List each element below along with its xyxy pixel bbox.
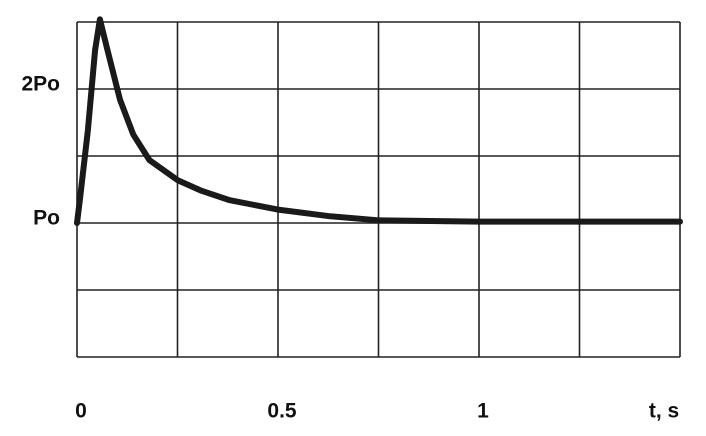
x-tick-label: 1: [477, 400, 489, 423]
x-tick-label: 0.5: [267, 400, 297, 423]
y-tick-label: 2Po: [21, 73, 60, 96]
x-tick-label: 0: [75, 400, 87, 423]
x-axis-label: t, s: [649, 400, 679, 423]
line-series: [74, 16, 683, 226]
y-tick-label: Po: [33, 207, 60, 230]
